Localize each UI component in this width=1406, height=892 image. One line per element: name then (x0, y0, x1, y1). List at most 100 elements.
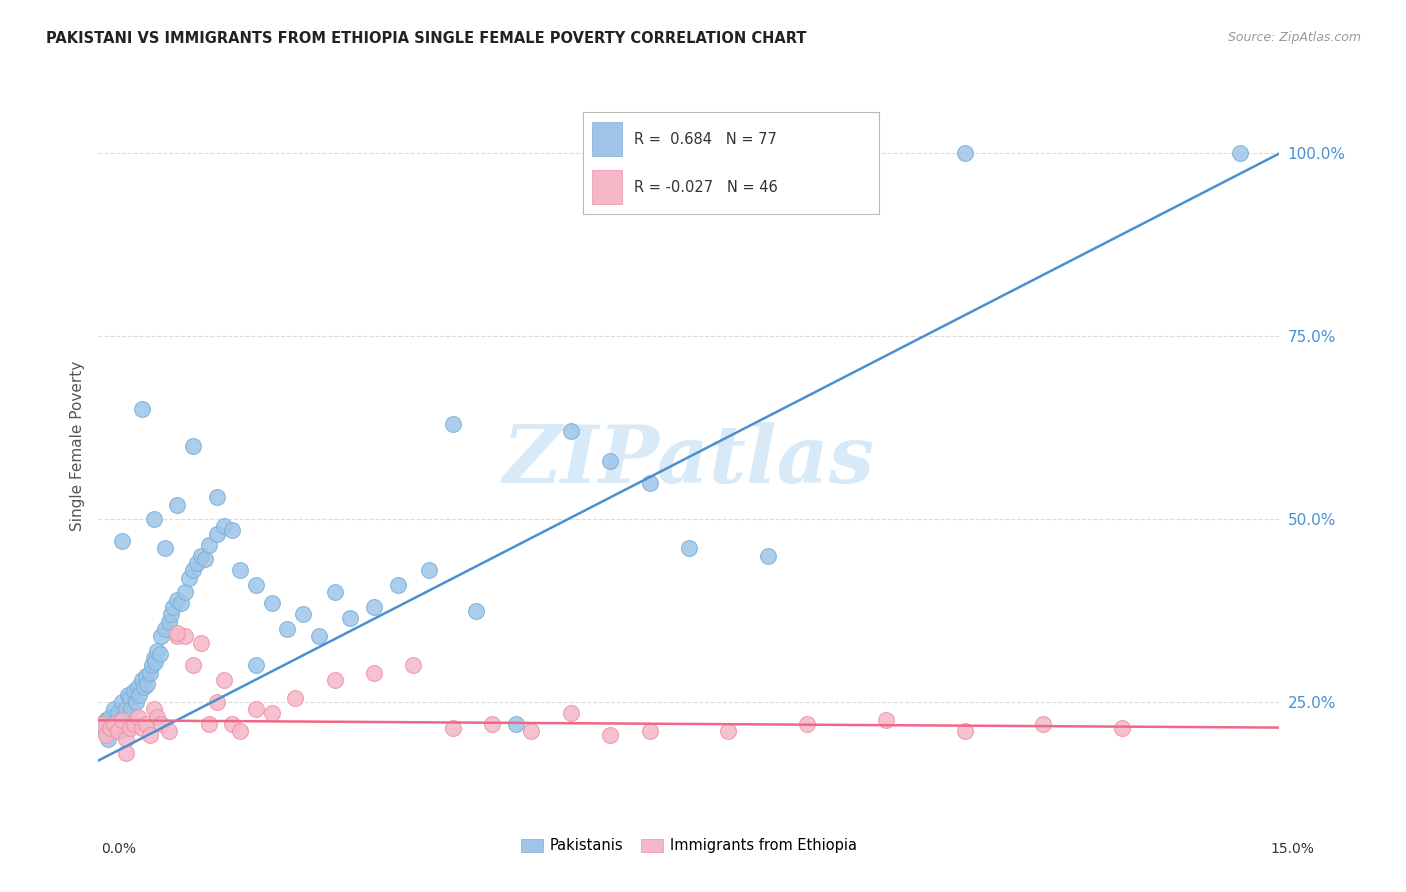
Point (441, 721, 464, 735)
Point (284, 691, 307, 706)
Point (115, 731, 138, 746)
Point (1032, 717, 1054, 731)
Point (308, 629, 330, 643)
Point (166, 592, 188, 607)
Point (638, 475, 661, 490)
Point (402, 658, 425, 673)
Point (135, 669, 157, 683)
Point (481, 717, 503, 731)
Point (93, 724, 115, 739)
Point (155, 541, 177, 556)
Point (96, 714, 118, 728)
Point (221, 717, 243, 731)
Point (122, 684, 145, 698)
Point (323, 585, 346, 599)
Point (111, 714, 134, 728)
Point (146, 709, 169, 723)
Point (104, 717, 127, 731)
Point (638, 724, 661, 739)
Point (138, 728, 160, 742)
Point (170, 596, 193, 610)
Point (276, 622, 298, 636)
Point (245, 702, 267, 716)
Point (150, 629, 173, 643)
Point (560, 425, 582, 439)
Point (599, 453, 621, 467)
Bar (592, 122, 621, 155)
Point (214, 519, 236, 533)
Text: PAKISTANI VS IMMIGRANTS FROM ETHIOPIA SINGLE FEMALE POVERTY CORRELATION CHART: PAKISTANI VS IMMIGRANTS FROM ETHIOPIA SI… (46, 31, 807, 46)
Point (142, 702, 165, 716)
Point (150, 717, 173, 731)
Point (112, 709, 135, 723)
Point (205, 526, 228, 541)
Point (91, 717, 114, 731)
Point (339, 611, 361, 625)
Point (260, 706, 283, 720)
Point (177, 571, 200, 585)
Point (97, 731, 120, 746)
Point (157, 724, 180, 739)
Point (174, 585, 197, 599)
Point (115, 746, 138, 760)
Point (229, 563, 252, 577)
Point (875, 714, 897, 728)
Point (835, 146, 858, 161)
Y-axis label: Single Female Poverty: Single Female Poverty (69, 361, 84, 531)
Point (111, 534, 134, 549)
Point (162, 599, 184, 614)
Point (131, 402, 153, 417)
Point (363, 665, 385, 680)
Point (221, 523, 243, 537)
Point (717, 724, 740, 739)
Point (190, 549, 212, 563)
Point (98, 709, 121, 723)
Point (107, 706, 129, 720)
Point (953, 724, 976, 739)
Text: ZIPatlas: ZIPatlas (503, 422, 875, 500)
Point (292, 607, 315, 622)
Point (138, 665, 160, 680)
Point (131, 673, 153, 687)
Point (160, 607, 183, 622)
Point (122, 717, 145, 731)
Point (91, 717, 114, 731)
Point (131, 721, 153, 735)
Point (125, 695, 148, 709)
Point (96, 728, 118, 742)
Point (560, 706, 582, 720)
Point (143, 655, 166, 669)
Point (166, 629, 188, 643)
Point (678, 541, 700, 556)
Point (756, 549, 779, 563)
Point (323, 673, 346, 687)
Point (363, 599, 385, 614)
Point (387, 578, 409, 592)
Point (214, 673, 236, 687)
Point (103, 702, 125, 716)
Point (186, 556, 208, 570)
Point (149, 648, 172, 662)
Point (181, 658, 204, 673)
Point (505, 717, 527, 731)
Point (110, 724, 132, 739)
Text: R =  0.684   N = 77: R = 0.684 N = 77 (634, 132, 776, 146)
Point (245, 658, 267, 673)
Point (118, 721, 141, 735)
Point (111, 695, 134, 709)
Point (205, 490, 228, 504)
Point (174, 629, 197, 643)
Point (418, 563, 440, 577)
Point (1111, 721, 1133, 735)
Point (205, 695, 228, 709)
Point (181, 563, 204, 577)
Point (197, 538, 219, 552)
Point (245, 578, 267, 592)
Point (520, 724, 543, 739)
Point (118, 691, 141, 706)
Point (465, 603, 488, 617)
Point (155, 622, 177, 636)
Point (197, 717, 219, 731)
Point (142, 512, 165, 526)
Point (599, 728, 621, 742)
